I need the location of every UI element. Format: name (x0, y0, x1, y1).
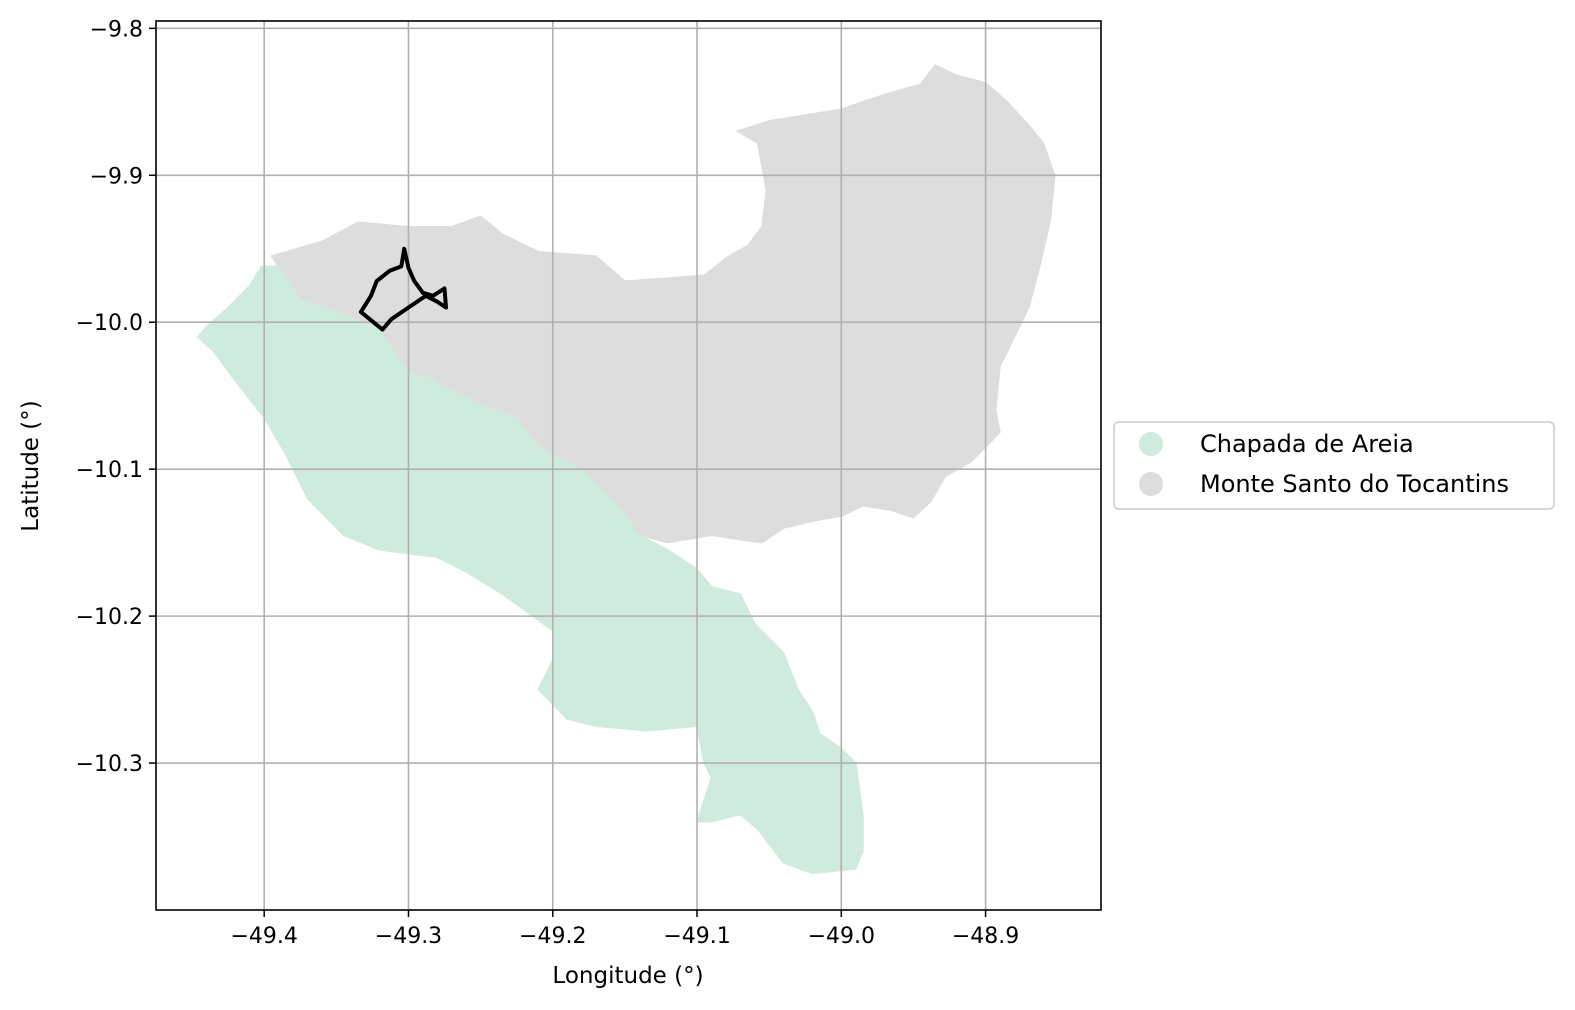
y-axis: −9.8 −9.9 −10.0 −10.1 −10.2 −10.3 (76, 17, 156, 777)
x-tick-label: −49.3 (375, 924, 442, 949)
y-tick-label: −9.9 (90, 164, 143, 189)
y-tick-label: −10.0 (76, 311, 143, 336)
legend: Chapada de Areia Monte Santo do Tocantin… (1113, 421, 1555, 510)
x-axis-label: Longitude (°) (552, 963, 703, 989)
x-tick-label: −49.1 (663, 924, 730, 949)
x-tick-label: −49.0 (808, 924, 875, 949)
x-tick-label: −48.9 (952, 924, 1019, 949)
y-tick-label: −10.2 (76, 605, 143, 630)
y-axis-label: Latitude (°) (18, 400, 44, 531)
plot-frame (155, 20, 1102, 911)
legend-label-monte-santo: Monte Santo do Tocantins (1200, 470, 1509, 498)
legend-label-chapada: Chapada de Areia (1200, 430, 1414, 458)
boundary-outline (358, 246, 448, 332)
x-tick-label: −49.2 (519, 924, 586, 949)
y-tick-label: −10.1 (76, 458, 143, 483)
legend-box (1113, 421, 1555, 510)
x-axis: −49.4 −49.3 −49.2 −49.1 −49.0 −48.9 (230, 910, 1019, 949)
legend-swatch-chapada (1139, 432, 1163, 456)
y-tick-label: −10.3 (76, 752, 143, 777)
y-tick-label: −9.8 (90, 17, 143, 42)
x-tick-label: −49.4 (230, 924, 297, 949)
legend-swatch-monte-santo (1139, 472, 1163, 496)
boundary-outline-layer (358, 246, 448, 332)
grid-lines (156, 21, 1101, 910)
